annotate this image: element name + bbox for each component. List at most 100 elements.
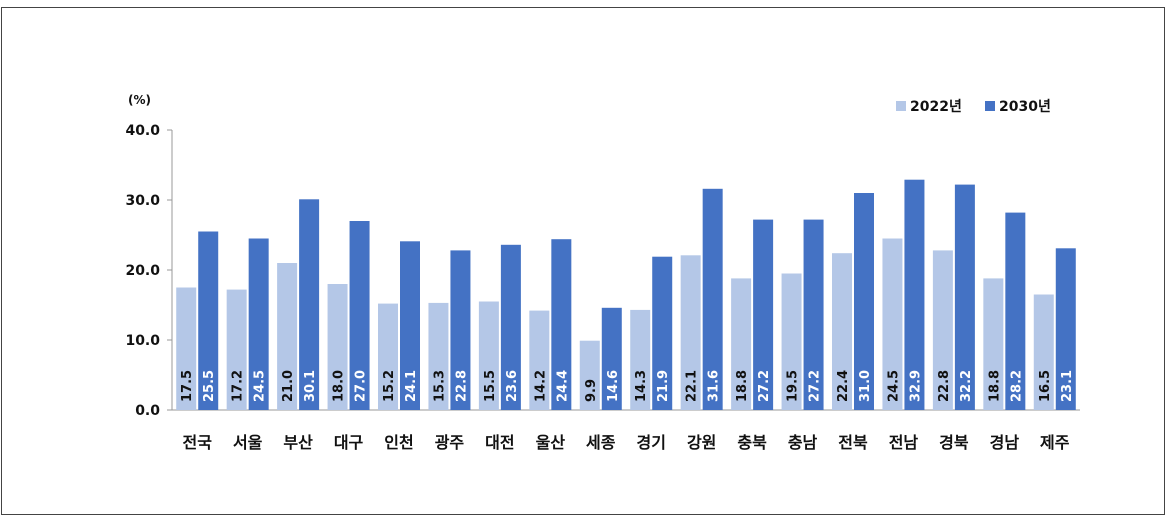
data-label: 19.5 [786,370,801,402]
legend-swatch [896,101,906,111]
data-label: 24.1 [404,370,419,402]
category-label: 전남 [889,433,919,452]
category-label: 울산 [536,433,566,452]
category-label: 제주 [1040,433,1070,452]
bar-series2 [1005,212,1026,410]
data-label: 30.1 [303,370,318,402]
bar-series2 [551,239,572,410]
bar-series2 [248,238,269,410]
data-label: 31.0 [858,370,873,402]
data-label: 18.0 [332,370,347,402]
legend-label: 2022년 [910,99,962,115]
bar-series2 [601,307,622,410]
data-label: 31.6 [707,370,722,402]
bar-series1 [680,255,701,410]
bar-series1 [277,263,298,410]
bar-series1 [1033,294,1054,410]
category-label: 세종 [586,433,616,452]
bar-series1 [882,238,903,410]
bar-series1 [781,273,802,410]
y-tick-label: 20.0 [125,263,160,279]
category-label: 서울 [233,433,263,452]
bar-series1 [327,284,348,410]
bar-series1 [529,310,550,410]
data-label: 16.5 [1038,370,1053,402]
bar-series1 [226,289,247,410]
data-label: 15.5 [483,370,498,402]
data-label: 27.2 [808,370,823,402]
bar-series2 [400,241,420,410]
y-tick-label: 10.0 [125,333,160,349]
category-label: 대전 [485,433,514,452]
data-label: 24.4 [555,370,570,402]
bar-series2 [904,179,925,410]
data-label: 14.6 [606,370,621,402]
bar-series1 [176,287,197,410]
bar-series1 [428,302,449,410]
data-label: 14.3 [634,370,649,402]
data-label: 9.9 [584,379,599,402]
data-label: 32.9 [908,370,923,402]
bar-series2 [500,244,521,410]
bar-series2 [803,219,824,410]
data-label: 15.2 [382,370,397,402]
data-label: 22.8 [937,370,952,402]
data-label: 22.4 [836,370,851,402]
legend-swatch [985,101,995,111]
bar-series2 [450,250,471,410]
category-label: 충남 [788,433,818,452]
bar-series1 [630,309,651,410]
data-label: 24.5 [886,370,901,402]
data-label: 27.2 [757,370,772,402]
y-tick-label: 40.0 [125,123,160,139]
category-label: 경북 [939,433,969,452]
category-label: 대구 [334,433,364,452]
bar-series2 [753,219,774,410]
legend-label: 2030년 [999,99,1051,115]
data-label: 32.2 [959,370,974,402]
category-label: 경기 [636,433,665,452]
bar-series2 [702,188,723,410]
data-label: 14.2 [533,370,548,402]
data-label: 17.5 [180,370,195,402]
y-tick-label: 0.0 [135,403,160,419]
bar-series1 [478,301,499,410]
data-label: 22.8 [454,370,469,402]
data-label: 27.0 [354,370,369,402]
bar-series2 [954,184,975,410]
bar-series2 [349,221,370,410]
bar-series2 [198,231,219,410]
category-label: 전국 [182,433,212,452]
category-label: 경남 [990,433,1020,452]
bar-series1 [378,303,398,410]
bar-series1 [832,253,852,410]
data-label: 15.3 [432,370,447,402]
data-label: 25.5 [202,370,217,402]
data-label: 23.6 [505,370,520,402]
y-tick-label: 30.0 [125,193,160,209]
bar-series2 [652,256,673,410]
data-label: 28.2 [1009,370,1024,402]
category-label: 부산 [283,433,313,452]
data-label: 24.5 [253,370,268,402]
category-label: 충북 [737,433,767,452]
data-label: 18.8 [987,370,1002,402]
data-label: 18.8 [735,370,750,402]
bar-series2 [1055,248,1076,410]
category-label: 광주 [435,433,465,452]
category-label: 강원 [687,433,716,452]
bar-series2 [854,193,874,410]
bar-series2 [299,199,320,410]
bar-series1 [932,250,953,410]
y-unit-label: (%) [128,93,151,107]
data-label: 23.1 [1060,370,1075,402]
bar-series1 [579,340,600,410]
data-label: 22.1 [685,370,700,402]
data-label: 17.2 [231,370,246,402]
bar-series1 [731,278,752,410]
category-label: 인천 [384,433,413,452]
data-label: 21.0 [281,370,296,402]
data-label: 21.9 [656,370,671,402]
category-label: 전북 [838,433,868,452]
